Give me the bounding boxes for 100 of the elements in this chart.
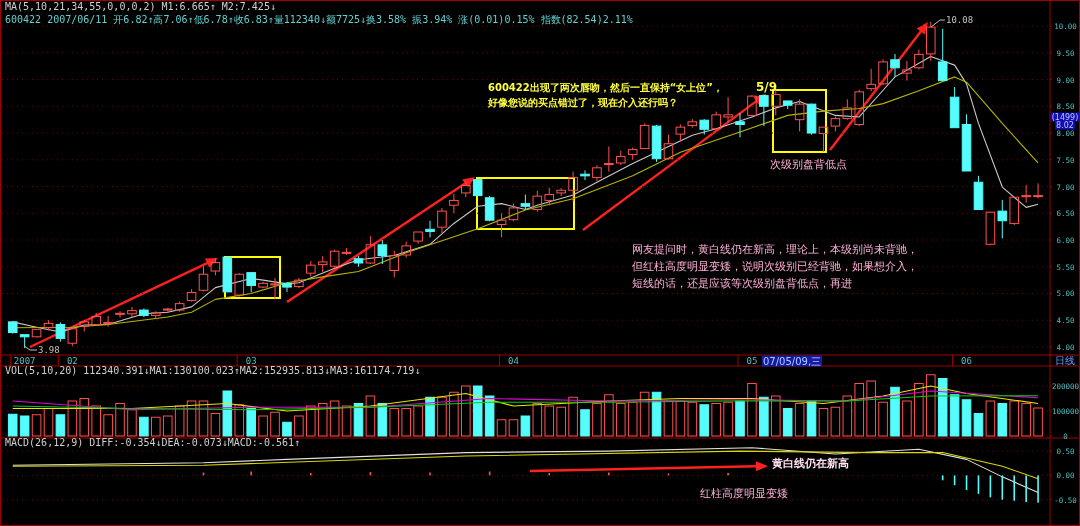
bar [67, 400, 78, 437]
bar [258, 415, 268, 437]
bar [282, 421, 292, 437]
bar [580, 409, 590, 437]
bar [842, 395, 853, 437]
annotation: 好像您说的买点错过了，现在介入还行吗？ [487, 97, 678, 108]
bar [592, 403, 602, 437]
bar [675, 400, 686, 437]
annotation: 3.98 [38, 345, 60, 355]
annotation: 次级别盘背低点 [770, 158, 847, 171]
bar [949, 394, 960, 437]
bar [1021, 403, 1031, 437]
bar [306, 405, 316, 437]
bar [139, 416, 149, 437]
bar [162, 415, 173, 437]
bar [878, 401, 888, 437]
bar [186, 400, 197, 437]
annotation: 黄白线仍在新高 [771, 457, 849, 470]
x-tick-label: 05 [746, 356, 758, 366]
annotation: 600422出现了两次唇吻，然后一直保持“女上位”， [488, 82, 723, 93]
bar [472, 385, 483, 437]
bar [794, 403, 805, 437]
bar [234, 404, 245, 437]
bar [699, 404, 710, 437]
bar [222, 390, 233, 437]
bar [19, 415, 30, 437]
bar [1009, 400, 1020, 437]
bar [365, 395, 376, 437]
bar [627, 401, 638, 437]
bar [639, 391, 650, 437]
bar [317, 403, 328, 437]
bar [604, 394, 614, 437]
line-series [12, 395, 1039, 411]
bar [270, 411, 280, 437]
bar [973, 413, 984, 437]
bar [770, 395, 781, 437]
bar [115, 403, 125, 437]
bar [663, 400, 674, 437]
x-tick-label: 06 [961, 356, 972, 366]
bar [925, 374, 936, 437]
annotation: 10.08 [946, 15, 974, 25]
bar [735, 400, 745, 437]
bar [687, 401, 698, 437]
bar [461, 385, 471, 437]
x-tick-label: 03 [245, 356, 257, 366]
bar [544, 405, 555, 437]
bar [329, 400, 340, 437]
text: 日线 [1055, 355, 1075, 366]
bar [556, 406, 566, 437]
bar [747, 383, 757, 437]
annotation: 但红柱高度明显变矮，说明次级别已经背驰，如果想介入， [632, 260, 918, 273]
x-tick-label: 04 [508, 356, 519, 366]
bar [854, 383, 865, 437]
bar [7, 413, 18, 437]
annotation: 网友提问时，黄白线仍在新高，理论上，本级别尚未背驰， [632, 243, 918, 256]
bar [866, 380, 876, 437]
bar [937, 378, 948, 437]
bar [520, 415, 531, 437]
bar [1033, 407, 1043, 437]
bar [55, 414, 66, 437]
bar [890, 386, 900, 437]
bar [103, 414, 113, 437]
bar [615, 403, 626, 437]
bar [985, 400, 996, 437]
bar [532, 403, 543, 437]
bar [341, 405, 352, 437]
bar [961, 399, 972, 437]
bar [723, 401, 733, 437]
chart-title: MA(5,10,21,34,55,0,0,0,2) M1:6.665↑ M2:7.425↓ [5, 1, 276, 12]
bar [711, 403, 721, 437]
bar [151, 416, 161, 437]
annotation: 红柱高度明显变矮 [700, 487, 788, 500]
bar [508, 419, 519, 437]
chart-title: MACD(26,12,9) DIFF:-0.354↓DEA:-0.073↓MACD:-0.561↑ [5, 437, 301, 448]
bar [91, 405, 101, 437]
bar [210, 413, 221, 437]
bar [401, 408, 411, 437]
bar [294, 415, 304, 437]
bar [43, 408, 54, 437]
bar [127, 409, 137, 437]
bar [377, 403, 388, 437]
line-series [12, 450, 1039, 480]
bar [413, 405, 423, 437]
text: (1499) [1051, 112, 1079, 122]
bar [79, 398, 90, 437]
bar [997, 403, 1008, 437]
bar [246, 408, 256, 437]
chart-title: VOL(5,10,20) 112340.391↓MA1:130100.023↑MA2:152935.813↓MA3:161174.719↓ [5, 365, 421, 376]
bar [484, 395, 495, 437]
bar [782, 408, 793, 437]
bar [31, 414, 42, 437]
bar [449, 391, 459, 437]
bar [437, 396, 447, 437]
bar [830, 406, 841, 437]
annotation: 07/05/09,三 [763, 355, 822, 367]
bar [759, 396, 769, 437]
text: 600422 2007/06/11 开6.82↑高7.06↑低6.78↑收6.83↑量112340↓额7725↓换3.58% 振3.94% 涨(0.01)0.15% 指数(82.54)2.11% [5, 14, 633, 25]
annotation: 5/9 [756, 80, 778, 94]
text: 8.02 [1056, 120, 1074, 130]
bar [353, 403, 364, 437]
